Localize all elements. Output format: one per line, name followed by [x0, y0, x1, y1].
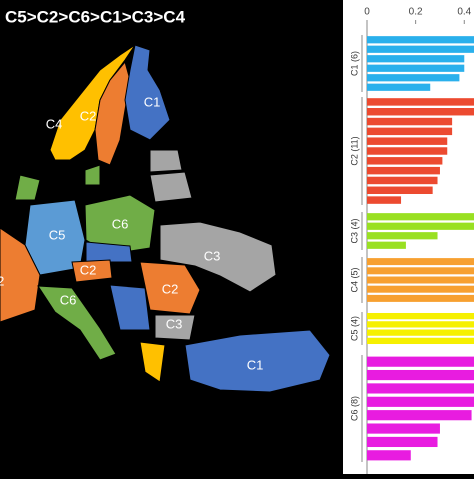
group-label: C3 (4) — [349, 218, 359, 243]
bulgaria — [154, 314, 196, 341]
bar — [367, 213, 474, 221]
bar — [367, 127, 453, 136]
bar-chart: 0 0.2 0.4 C1 (6) C2 (11) C3 (4) C4 (5) C5 (4) C6… — [349, 7, 474, 474]
bar — [367, 186, 433, 195]
bar — [367, 396, 474, 407]
cluster-label: C2 — [0, 273, 4, 288]
bar — [367, 383, 474, 394]
bar — [367, 83, 431, 91]
bar — [367, 64, 465, 72]
cluster-label: C2 — [162, 281, 179, 296]
bar — [367, 74, 460, 82]
italy — [37, 285, 117, 361]
bar — [367, 107, 474, 116]
bar — [367, 294, 474, 302]
bar — [367, 285, 474, 293]
bar — [367, 176, 438, 185]
greece — [139, 341, 166, 383]
czech-austria — [85, 241, 133, 263]
bar — [367, 356, 474, 367]
denmark — [84, 164, 101, 186]
bar — [367, 410, 472, 421]
bar — [367, 166, 440, 175]
bar — [367, 450, 411, 461]
bar — [367, 98, 474, 106]
cluster-label: C6 — [60, 292, 77, 307]
cluster-label: C2 — [80, 262, 97, 277]
map-title: C5>C2>C6>C1>C3>C4 — [5, 7, 186, 26]
bar — [367, 436, 438, 448]
romania — [139, 261, 201, 315]
bar — [367, 147, 448, 155]
bar — [367, 137, 448, 145]
cluster-label: C4 — [46, 116, 63, 131]
group-label: C1 (6) — [349, 51, 359, 76]
hungary — [71, 259, 113, 283]
bar — [367, 423, 440, 434]
bar — [367, 241, 406, 249]
cluster-label: C2 — [80, 108, 97, 123]
map — [0, 44, 331, 393]
cluster-label: C3 — [166, 316, 183, 331]
france — [0, 227, 41, 323]
bar — [367, 321, 474, 328]
norway — [49, 44, 136, 161]
bar — [367, 157, 443, 165]
balkans — [109, 284, 151, 331]
group-label: C2 (11) — [349, 136, 359, 165]
uk — [14, 174, 41, 201]
bar — [367, 36, 474, 44]
x-tick-label: 0.4 — [457, 7, 471, 18]
x-tick-label: 0.2 — [409, 7, 423, 18]
bar — [367, 267, 474, 275]
cluster-label: C1 — [144, 94, 161, 109]
bar — [367, 222, 474, 230]
bar — [367, 258, 474, 266]
bar — [367, 196, 402, 204]
group-label: C5 (4) — [349, 316, 359, 341]
baltics — [149, 149, 183, 173]
ukraine — [159, 221, 277, 293]
bar — [367, 45, 474, 53]
bar — [367, 337, 474, 345]
turkey — [184, 329, 331, 393]
bar — [367, 232, 438, 240]
cluster-label: C5 — [49, 227, 66, 242]
poland — [84, 194, 156, 255]
bar — [367, 312, 474, 320]
belarus — [149, 171, 193, 203]
bar — [367, 117, 453, 126]
group-label: C6 (8) — [349, 396, 359, 421]
group-label: C4 (5) — [349, 267, 359, 292]
bar — [367, 369, 474, 381]
cluster-label: C6 — [112, 216, 129, 231]
bar — [367, 329, 474, 336]
cluster-label: C1 — [247, 357, 264, 372]
cluster-label: C3 — [204, 248, 221, 263]
x-tick-label: 0 — [364, 7, 370, 18]
bar — [367, 276, 474, 284]
bar — [367, 55, 465, 63]
finland — [124, 44, 171, 141]
